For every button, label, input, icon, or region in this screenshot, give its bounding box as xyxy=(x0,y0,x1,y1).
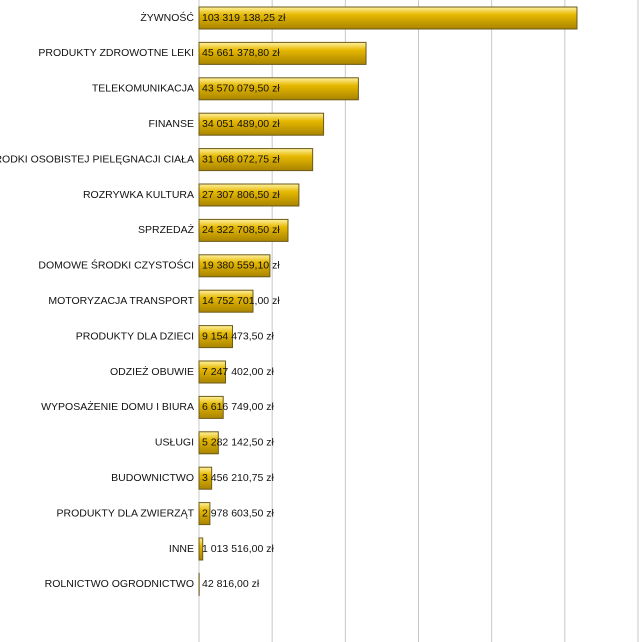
value-label: 103 319 138,25 zł xyxy=(202,12,286,24)
value-label: 45 661 378,80 zł xyxy=(202,47,280,59)
category-label: MOTORYZACJA TRANSPORT xyxy=(48,295,194,307)
bar xyxy=(198,183,300,207)
bar xyxy=(198,537,204,561)
category-label: FINANSE xyxy=(148,118,194,130)
category-label: INNE xyxy=(169,543,194,555)
value-label: 5 282 142,50 zł xyxy=(202,437,274,449)
value-label: 3 456 210,75 zł xyxy=(202,472,274,484)
category-label: ŚRODKI OSOBISTEJ PIELĘGNACJI CIAŁA xyxy=(0,152,194,165)
bar xyxy=(198,466,213,490)
category-label: SPRZEDAŻ xyxy=(138,223,195,236)
bar xyxy=(198,41,367,65)
value-label: 6 616 749,00 zł xyxy=(202,401,274,413)
category-label: DOMOWE ŚRODKI CZYSTOŚCI xyxy=(38,259,194,272)
bar xyxy=(198,6,578,30)
bar xyxy=(198,148,314,172)
bar xyxy=(198,254,271,278)
category-label: PRODUKTY DLA DZIECI xyxy=(76,330,194,342)
bar xyxy=(198,218,289,242)
category-label: PRODUKTY ZDROWOTNE LEKI xyxy=(38,47,194,59)
bar xyxy=(198,289,254,313)
value-label: 43 570 079,50 zł xyxy=(202,83,280,95)
value-label: 27 307 806,50 zł xyxy=(202,189,280,201)
category-label: ODZIEŻ OBUWIE xyxy=(110,365,194,378)
bar xyxy=(198,395,224,419)
category-label: ROLNICTWO OGRODNICTWO xyxy=(45,578,194,590)
value-label: 1 013 516,00 zł xyxy=(202,543,274,555)
value-label: 19 380 559,10 zł xyxy=(202,260,280,272)
value-label: 2 978 603,50 zł xyxy=(202,507,274,519)
value-label: 7 247 402,00 zł xyxy=(202,366,274,378)
category-label: USŁUGI xyxy=(155,437,194,449)
value-label: 9 154 473,50 zł xyxy=(202,330,274,342)
value-label: 24 322 708,50 zł xyxy=(202,224,280,236)
value-label: 42 816,00 zł xyxy=(202,578,260,590)
category-label: ROZRYWKA KULTURA xyxy=(83,189,194,201)
bar xyxy=(198,112,325,136)
category-label: TELEKOMUNIKACJA xyxy=(92,83,194,95)
value-label: 34 051 489,00 zł xyxy=(202,118,280,130)
category-label: PRODUKTY DLA ZWIERZĄT xyxy=(57,507,195,519)
category-label: WYPOSAŻENIE DOMU I BIURA xyxy=(41,400,194,413)
value-label: 14 752 701,00 zł xyxy=(202,295,280,307)
category-label: BUDOWNICTWO xyxy=(111,472,194,484)
bar xyxy=(198,502,211,526)
bar xyxy=(198,431,219,455)
bar xyxy=(198,77,359,101)
category-label: ŻYWNOŚĆ xyxy=(140,11,194,24)
value-label: 31 068 072,75 zł xyxy=(202,153,280,165)
bar xyxy=(198,325,233,349)
bar xyxy=(198,360,227,384)
